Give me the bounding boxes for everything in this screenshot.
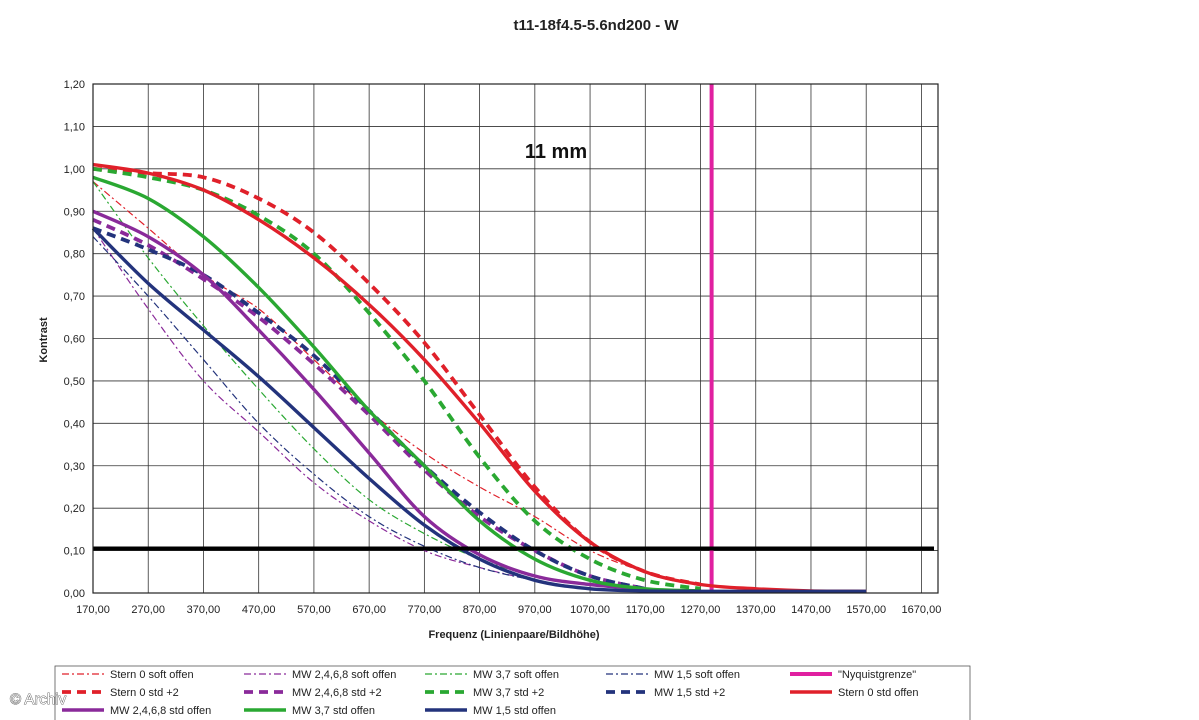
legend-entry-label: MW 1,5 std +2 xyxy=(654,687,725,699)
y-tick-label: 0,40 xyxy=(64,418,85,430)
y-tick-label: 0,20 xyxy=(64,503,85,515)
x-tick-label: 1670,00 xyxy=(902,604,942,616)
legend-entry-label: Stern 0 std offen xyxy=(838,687,919,699)
legend-entry-label: MW 3,7 std +2 xyxy=(473,687,544,699)
x-tick-label: 1570,00 xyxy=(846,604,886,616)
x-tick-label: 1070,00 xyxy=(570,604,610,616)
x-axis-label: Frequenz (Linienpaare/Bildhöhe) xyxy=(428,629,599,641)
y-tick-label: 0,50 xyxy=(64,376,85,388)
x-tick-label: 1170,00 xyxy=(626,604,665,616)
y-tick-label: 0,30 xyxy=(64,461,85,473)
x-tick-label: 970,00 xyxy=(518,604,552,616)
x-tick-label: 370,00 xyxy=(187,604,221,616)
series-line-3 xyxy=(92,236,591,590)
legend-entry-label: Stern 0 std +2 xyxy=(110,687,179,699)
legend-entry-label: MW 2,4,6,8 soft offen xyxy=(292,669,396,681)
y-tick-label: 1,00 xyxy=(64,164,85,176)
y-tick-label: 1,20 xyxy=(64,79,85,91)
x-tick-label: 1270,00 xyxy=(681,604,721,616)
y-tick-label: 0,90 xyxy=(64,206,85,218)
x-tick-labels: 170,00 270,00 370,00 470,00 570,00 670,00 770,… xyxy=(76,604,941,616)
chart-title: t11-18f4.5-5.6nd200 - W xyxy=(513,17,679,34)
series-line-10 xyxy=(92,209,646,591)
series-lines xyxy=(91,84,867,594)
x-tick-label: 570,00 xyxy=(297,604,331,616)
x-tick-label: 470,00 xyxy=(242,604,276,616)
x-tick-label: 1370,00 xyxy=(736,604,776,616)
series-line-9 xyxy=(92,162,867,593)
legend: Stern 0 soft offen MW 2,4,6,8 soft offen M… xyxy=(54,665,971,720)
legend-entry-label: MW 1,5 soft offen xyxy=(654,669,740,681)
grid xyxy=(92,83,939,594)
legend-entry-label: MW 1,5 std offen xyxy=(473,705,556,717)
y-tick-label: 0,10 xyxy=(64,546,85,558)
x-tick-label: 770,00 xyxy=(408,604,442,616)
legend-entry-label: MW 2,4,6,8 std offen xyxy=(110,705,211,717)
y-tick-labels: 0,00 0,10 0,20 0,30 0,40 0,50 0,60 0,70 0,80 0,90… xyxy=(64,79,85,600)
series-line-11 xyxy=(92,175,701,593)
y-tick-label: 0,00 xyxy=(64,588,85,600)
series-line-5 xyxy=(92,166,701,587)
legend-entry-label: MW 3,7 std offen xyxy=(292,705,375,717)
y-tick-label: 0,60 xyxy=(64,334,85,346)
series-line-7 xyxy=(92,166,701,591)
series-line-0 xyxy=(92,181,701,586)
y-tick-label: 0,70 xyxy=(64,291,85,303)
y-tick-label: 0,80 xyxy=(64,249,85,261)
watermark-archiv: © Archiv xyxy=(10,691,67,708)
y-tick-label: 1,10 xyxy=(64,121,85,133)
x-tick-label: 670,00 xyxy=(352,604,386,616)
legend-entry-label: MW 2,4,6,8 std +2 xyxy=(292,687,382,699)
x-tick-label: 270,00 xyxy=(131,604,165,616)
series-line-12 xyxy=(91,226,867,594)
x-tick-label: 870,00 xyxy=(463,604,497,616)
x-tick-label: 170,00 xyxy=(76,604,110,616)
focal-length-annotation: 11 mm xyxy=(525,141,587,163)
plot-frame xyxy=(92,83,939,594)
legend-entry-label: Stern 0 soft offen xyxy=(110,669,194,681)
y-axis-label: Kontrast xyxy=(38,317,50,363)
legend-entry-label: "Nyquistgrenze" xyxy=(838,669,916,681)
series-line-6 xyxy=(92,217,646,591)
x-tick-label: 1470,00 xyxy=(791,604,831,616)
legend-entry-label: MW 3,7 soft offen xyxy=(473,669,559,681)
